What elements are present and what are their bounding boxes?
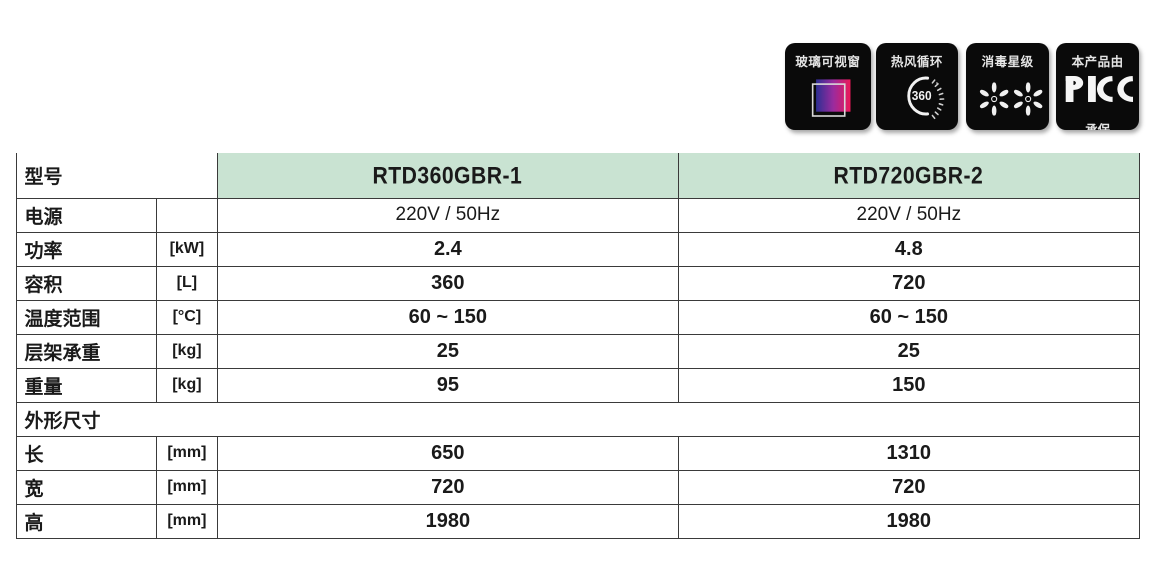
svg-text:360: 360 (912, 89, 932, 103)
